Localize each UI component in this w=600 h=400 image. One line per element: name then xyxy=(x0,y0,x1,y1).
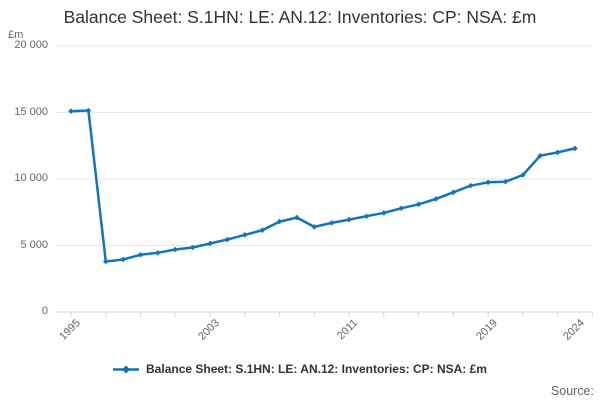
data-point[interactable] xyxy=(120,256,126,263)
data-point[interactable] xyxy=(485,179,491,186)
data-point[interactable] xyxy=(311,224,318,230)
data-point[interactable] xyxy=(433,196,439,202)
data-point[interactable] xyxy=(68,108,74,114)
chart-title: Balance Sheet: S.1HN: LE: AN.12: Invento… xyxy=(63,7,537,27)
data-point[interactable] xyxy=(363,213,370,220)
data-point[interactable] xyxy=(381,210,387,216)
legend-line-marker-icon xyxy=(113,365,140,373)
data-point[interactable] xyxy=(450,189,457,196)
data-point[interactable] xyxy=(346,216,352,223)
data-point[interactable] xyxy=(415,201,422,208)
legend-item[interactable]: Balance Sheet: S.1HN: LE: AN.12: Invento… xyxy=(0,362,600,376)
y-axis-tick-label: 15 000 xyxy=(14,105,48,118)
data-point[interactable] xyxy=(224,236,231,243)
data-point[interactable] xyxy=(537,152,544,159)
data-point[interactable] xyxy=(502,178,509,185)
data-point[interactable] xyxy=(207,240,213,247)
y-axis-tick-label: 10 000 xyxy=(14,172,48,184)
data-point[interactable] xyxy=(102,258,109,265)
data-point[interactable] xyxy=(554,149,561,156)
data-point[interactable] xyxy=(241,232,248,238)
plot-area xyxy=(56,45,593,317)
data-point[interactable] xyxy=(189,244,196,251)
data-point[interactable] xyxy=(398,205,405,212)
series-line[interactable] xyxy=(69,109,577,263)
data-point[interactable] xyxy=(572,145,578,152)
source-label: Source: xyxy=(550,384,594,398)
data-point[interactable] xyxy=(85,107,92,114)
y-axis-tick-label: 5 000 xyxy=(20,238,48,251)
y-axis-unit-label: £m xyxy=(8,29,24,41)
data-point[interactable] xyxy=(328,220,335,226)
legend-label: Balance Sheet: S.1HN: LE: AN.12: Invento… xyxy=(146,362,487,376)
data-point[interactable] xyxy=(520,172,526,178)
data-point[interactable] xyxy=(259,227,265,234)
data-point[interactable] xyxy=(155,250,161,256)
data-point[interactable] xyxy=(137,252,144,258)
data-point[interactable] xyxy=(276,218,283,225)
data-point[interactable] xyxy=(172,246,179,253)
y-axis-tick-label: 20 000 xyxy=(14,39,48,51)
data-point[interactable] xyxy=(467,182,474,189)
data-point[interactable] xyxy=(294,214,300,221)
y-axis-tick-label: 0 xyxy=(41,305,48,317)
